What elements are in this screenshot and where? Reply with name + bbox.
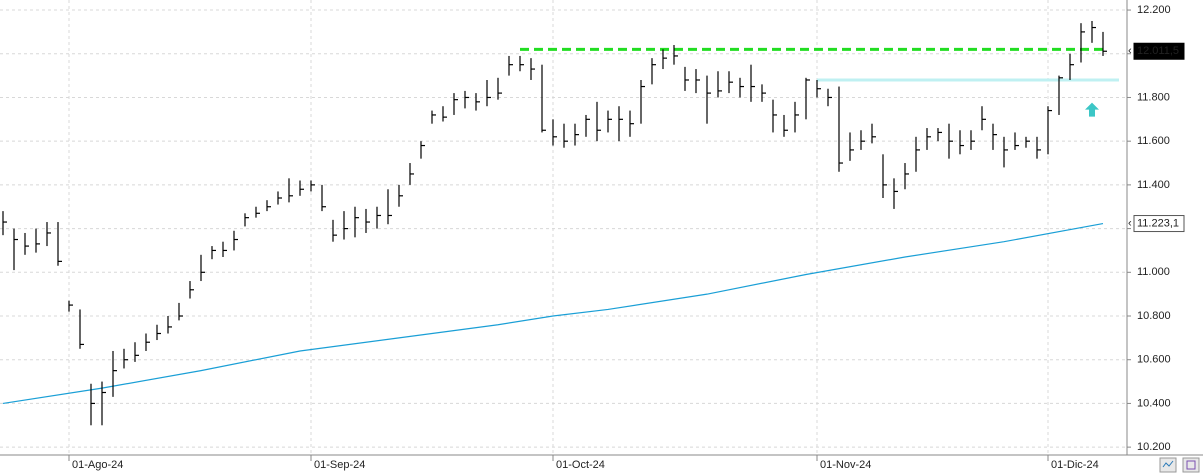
y-tick-label: 10.200 — [1137, 441, 1171, 453]
arrow — [1085, 102, 1099, 117]
price-label: 12.011,5 — [1137, 45, 1179, 57]
scale-icon — [1162, 460, 1174, 468]
y-tick-label: 11.000 — [1137, 266, 1170, 278]
price-label-pointer: ‹ — [1128, 45, 1132, 57]
y-tick-label: 10.600 — [1137, 354, 1171, 366]
x-tick-label: 01-Oct-24 — [556, 459, 605, 471]
y-tick-label: 10.800 — [1137, 310, 1171, 322]
x-tick-label: 01-Nov-24 — [820, 459, 871, 471]
price-label-box — [1133, 42, 1185, 60]
x-tick-label: 01-Sep-24 — [314, 459, 365, 471]
x-tick-label: 01-Ago-24 — [72, 459, 123, 471]
moving-average — [2, 222, 1104, 405]
y-tick-label: 12.200 — [1137, 4, 1171, 16]
y-tick-label: 11.400 — [1137, 179, 1170, 191]
x-tick-label: 01-Dic-24 — [1051, 459, 1099, 471]
y-tick-label: 11.600 — [1137, 135, 1170, 147]
save-icon — [1186, 460, 1196, 470]
price-label: 11.223,1 — [1137, 217, 1179, 229]
y-tick-label: 10.400 — [1137, 397, 1171, 409]
y-tick-label: 11.800 — [1137, 91, 1170, 103]
price-label-box — [1133, 215, 1185, 233]
save-button[interactable] — [1182, 457, 1200, 473]
price-label-pointer: ‹ — [1128, 217, 1132, 229]
